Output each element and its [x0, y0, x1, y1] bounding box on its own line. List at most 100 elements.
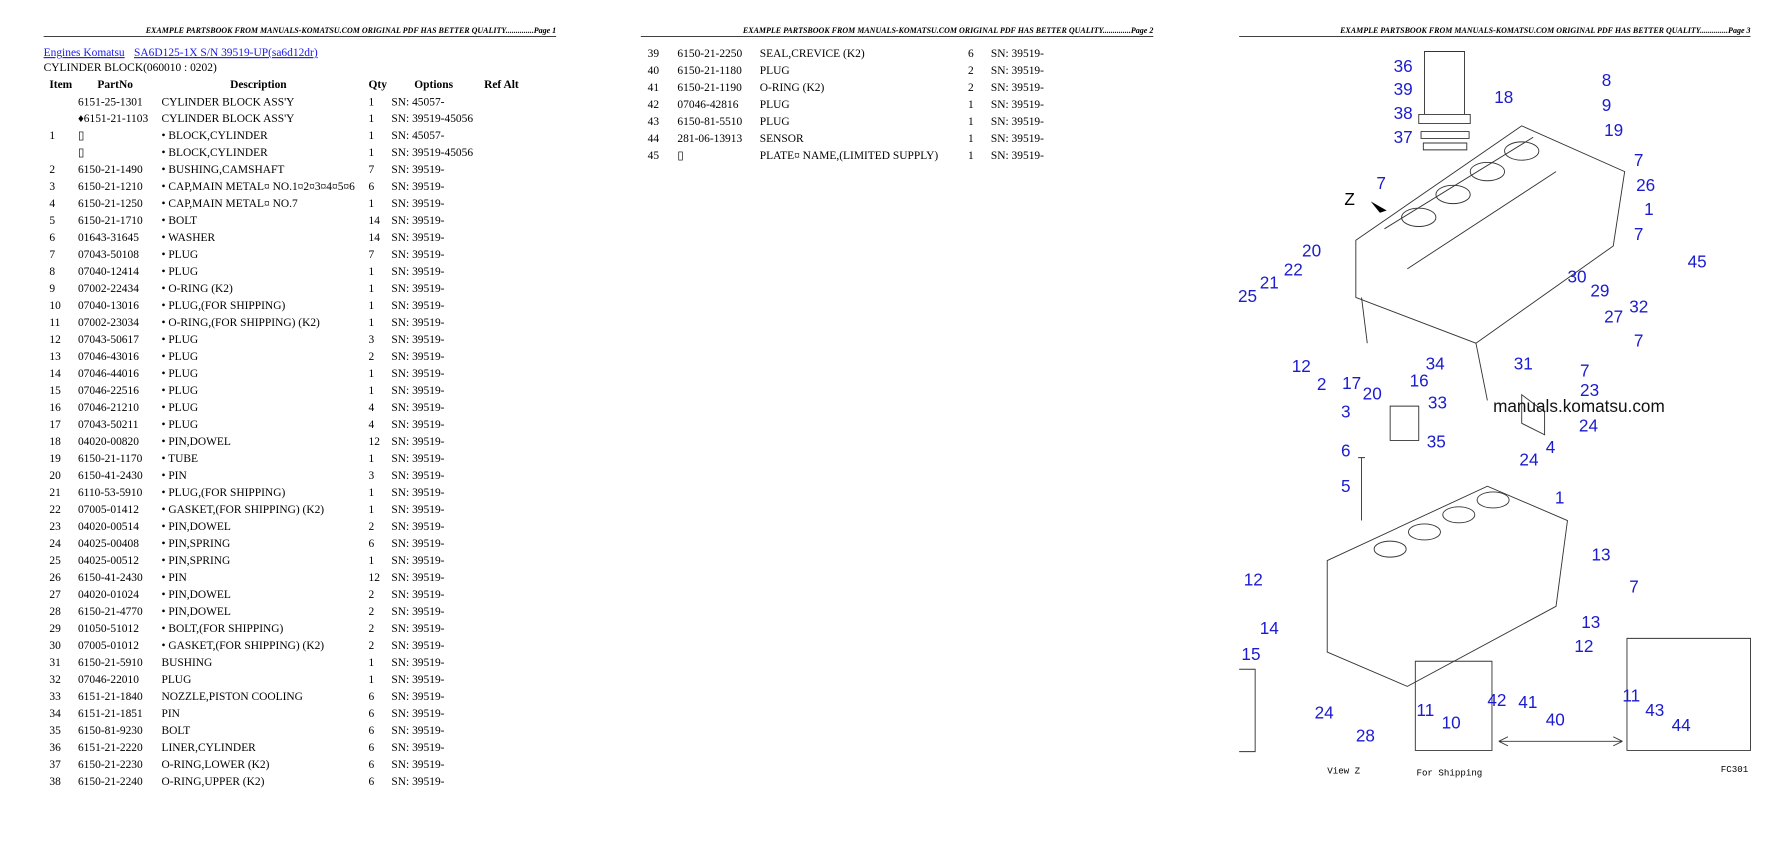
callout: 45 [1688, 252, 1707, 272]
item: 15 [49, 385, 61, 397]
options: SN: 39519- [991, 116, 1044, 128]
options: SN: 39519-45056 [391, 147, 473, 159]
options: SN: 39519- [391, 436, 444, 448]
qty: 1 [369, 453, 375, 465]
part-no: ▯ [78, 147, 84, 159]
callout: 6 [1341, 440, 1351, 460]
options: SN: 39519- [991, 82, 1044, 94]
link[interactable]: Engines Komatsu [44, 47, 125, 59]
options: SN: 39519- [391, 249, 444, 261]
qty: 1 [369, 96, 375, 108]
qty: 7 [369, 249, 375, 261]
item: 18 [49, 436, 61, 448]
qty: 6 [369, 691, 375, 703]
qty: 6 [968, 48, 974, 60]
qty: 6 [369, 538, 375, 550]
description: • PIN,DOWEL [161, 606, 230, 618]
callout: 3 [1341, 402, 1351, 422]
part-no: 07046-22516 [78, 385, 139, 397]
callout: 32 [1629, 296, 1648, 316]
part-no: 04025-00512 [78, 555, 139, 567]
options: SN: 39519- [391, 725, 444, 737]
description: • PIN,DOWEL [161, 436, 230, 448]
item: 40 [648, 65, 660, 77]
options: SN: 39519- [391, 317, 444, 329]
options: SN: 39519- [391, 691, 444, 703]
callout: 27 [1604, 307, 1623, 327]
part-no: 07005-01012 [78, 640, 139, 652]
options: SN: 39519- [391, 742, 444, 754]
options: SN: 39519- [391, 368, 444, 380]
callout: 22 [1284, 260, 1303, 280]
page-header: EXAMPLE PARTSBOOK FROM MANUALS-KOMATSU.C… [742, 26, 1153, 35]
callout: 12 [1244, 570, 1263, 590]
callout: 7 [1634, 331, 1644, 351]
description: • BLOCK,CYLINDER [161, 147, 268, 159]
callout: 20 [1302, 240, 1321, 260]
options: SN: 39519- [391, 385, 444, 397]
callout: 35 [1427, 431, 1446, 451]
callout: 33 [1428, 392, 1447, 412]
description: • GASKET,(FOR SHIPPING) (K2) [161, 640, 324, 652]
description: NOZZLE,PISTON COOLING [161, 691, 302, 703]
description: BUSHING [161, 657, 212, 669]
qty: 1 [968, 99, 974, 111]
item: 44 [648, 133, 660, 145]
item: 42 [648, 99, 660, 111]
options: SN: 45057- [391, 96, 444, 108]
part-no: 07046-42816 [677, 99, 738, 111]
part-no: 6150-41-2430 [78, 470, 143, 482]
item: 11 [49, 317, 60, 329]
column-header: Options [414, 79, 453, 91]
options: SN: 39519- [391, 657, 444, 669]
part-no: 6150-21-1250 [78, 198, 143, 210]
options: SN: 39519- [391, 640, 444, 652]
item: 26 [49, 572, 61, 584]
description: O-RING (K2) [760, 82, 825, 94]
item: 23 [49, 521, 61, 533]
description: SEAL,CREVICE (K2) [760, 48, 865, 60]
part-no: 6150-81-9230 [78, 725, 143, 737]
qty: 6 [369, 181, 375, 193]
part-no: 04020-00820 [78, 436, 139, 448]
qty: 6 [369, 776, 375, 788]
part-no: 6150-21-1170 [78, 453, 143, 465]
callout: 41 [1518, 692, 1537, 712]
item: 22 [49, 504, 61, 516]
callout: 10 [1442, 713, 1461, 733]
qty: 1 [369, 368, 375, 380]
watermark: manuals.komatsu.com [1493, 396, 1665, 416]
callout: 37 [1394, 127, 1413, 147]
qty: 1 [369, 504, 375, 516]
callout: 1 [1644, 199, 1654, 219]
link[interactable]: SA6D125-1X S/N 39519-UP(sa6d12dr) [134, 47, 318, 59]
item: 16 [49, 402, 61, 414]
part-no: 07040-13016 [78, 300, 139, 312]
callout: 7 [1629, 577, 1639, 597]
part-no: 07046-21210 [78, 402, 139, 414]
callout: 17 [1342, 373, 1361, 393]
part-no: 07005-01412 [78, 504, 139, 516]
part-no: ♦6151-21-1103 [78, 113, 148, 125]
page-header: EXAMPLE PARTSBOOK FROM MANUALS-KOMATSU.C… [145, 26, 556, 35]
part-no: 6150-21-1490 [78, 164, 143, 176]
description: • BOLT,(FOR SHIPPING) [161, 623, 283, 635]
description: LINER,CYLINDER [161, 742, 256, 754]
part-no: 6150-41-2430 [78, 572, 143, 584]
item: 37 [49, 759, 61, 771]
options: SN: 39519- [391, 419, 444, 431]
qty: 1 [369, 113, 375, 125]
page-header: EXAMPLE PARTSBOOK FROM MANUALS-KOMATSU.C… [1339, 26, 1750, 35]
description: • PIN,SPRING [161, 538, 230, 550]
qty: 3 [369, 470, 375, 482]
item: 2 [49, 164, 55, 176]
callout: 13 [1581, 612, 1600, 632]
callout: 24 [1315, 702, 1335, 722]
part-no: 07046-43016 [78, 351, 139, 363]
item: 38 [49, 776, 61, 788]
qty: 12 [369, 436, 381, 448]
item: 17 [49, 419, 61, 431]
description: • PLUG [161, 368, 198, 380]
qty: 1 [369, 385, 375, 397]
description: • O-RING (K2) [161, 283, 233, 295]
